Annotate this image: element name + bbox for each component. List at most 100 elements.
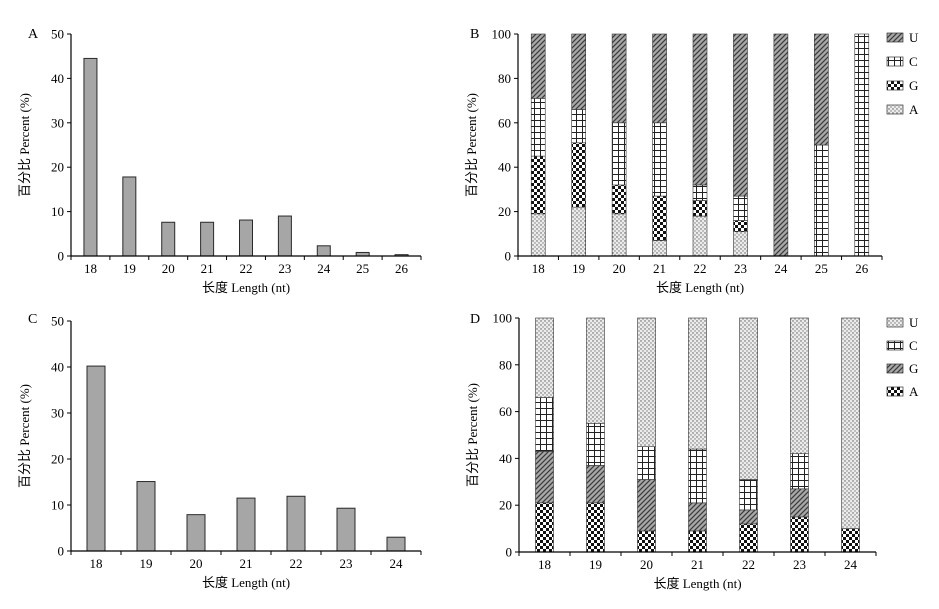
x-tick-label-d-21: 21 — [691, 557, 704, 572]
x-tick-label-b-20: 20 — [613, 261, 626, 276]
y-tick-label-b-100: 100 — [492, 27, 512, 42]
bar-segment-d-23-C — [790, 453, 809, 490]
bar-segment-b-24-U — [773, 33, 789, 257]
x-tick-label-d-19: 19 — [589, 557, 602, 572]
y-tick-label-b-0: 0 — [505, 249, 512, 264]
y-tick-label-a-30: 30 — [51, 115, 64, 130]
x-tick-label-a-18: 18 — [84, 261, 97, 276]
bar-segment-b-20-U — [611, 33, 627, 124]
bar-segment-b-21-A — [652, 240, 667, 257]
bar-segment-d-19-G — [586, 465, 605, 504]
legend-label-d-A: A — [909, 384, 919, 399]
panel-a-chart: A 0 10 20 30 40 50 18 19 20 21 22 23 24 25 26 长度 Length … — [17, 27, 422, 295]
x-tick-label-b-25: 25 — [815, 261, 828, 276]
x-tick-label-a-22: 22 — [240, 261, 253, 276]
panel-label-a: A — [28, 27, 39, 42]
bar-segment-d-20-U — [637, 317, 656, 447]
x-tick-label-b-19: 19 — [572, 261, 585, 276]
bar-segment-d-20-C — [637, 446, 656, 480]
x-tick-label-c-20: 20 — [190, 556, 203, 571]
y-tick-label-a-0: 0 — [58, 249, 65, 264]
y-tick-label-c-20: 20 — [51, 452, 64, 467]
bar-segment-b-21-U — [652, 33, 667, 124]
y-tick-label-a-10: 10 — [51, 204, 64, 219]
y-tick-label-a-50: 50 — [51, 27, 64, 42]
bar-segment-b-26-C — [854, 33, 870, 257]
bar-segment-b-21-C — [652, 122, 667, 197]
panel-label-c: C — [28, 312, 37, 327]
bar-segment-b-22-U — [692, 33, 708, 186]
y-tick-label-d-40: 40 — [499, 451, 512, 466]
x-tick-label-b-23: 23 — [734, 261, 747, 276]
bar-segment-b-20-C — [611, 122, 627, 186]
bar-segment-d-24-U — [841, 317, 860, 529]
bar-segment-b-19-U — [571, 33, 586, 110]
panel-c-chart: C 0 10 20 30 40 50 18 19 20 21 22 23 24 长度 Length (nt)… — [17, 312, 422, 590]
bar-segment-d-19-C — [586, 422, 605, 466]
x-tick-label-a-19: 19 — [123, 261, 136, 276]
bar-segment-b-22-G — [692, 200, 708, 217]
y-tick-label-c-40: 40 — [51, 360, 64, 375]
x-tick-label-d-20: 20 — [640, 557, 653, 572]
bar-c-20 — [186, 514, 206, 552]
y-tick-label-a-20: 20 — [51, 160, 64, 175]
x-tick-label-d-24: 24 — [844, 557, 858, 572]
bar-segment-b-23-U — [733, 33, 748, 197]
y-axis-title-a: 百分比 Percent (%) — [17, 93, 32, 197]
x-axis-title-c: 长度 Length (nt) — [202, 575, 290, 590]
legend-label-d-G: G — [909, 361, 918, 376]
bar-segment-d-24-A — [841, 528, 860, 553]
y-tick-label-b-60: 60 — [498, 115, 511, 130]
bar-segment-d-21-C — [688, 448, 707, 504]
bar-segment-b-25-C — [814, 144, 829, 257]
y-axis-title-b: 百分比 Percent (%) — [464, 93, 479, 197]
bar-c-22 — [286, 495, 306, 552]
bar-a-24 — [316, 245, 331, 257]
bar-segment-b-20-G — [611, 184, 627, 215]
bar-segment-b-25-U — [814, 33, 829, 146]
y-tick-label-c-10: 10 — [51, 498, 64, 513]
bar-segment-d-19-U — [586, 317, 605, 424]
bar-segment-d-20-G — [637, 479, 656, 532]
y-tick-label-b-80: 80 — [498, 71, 511, 86]
legend-swatch-d-U — [886, 317, 904, 328]
bar-segment-d-23-A — [790, 516, 809, 553]
y-axis-title-c: 百分比 Percent (%) — [17, 384, 32, 488]
x-axis-title-a: 长度 Length (nt) — [202, 280, 290, 295]
bar-segment-d-18-U — [535, 317, 554, 398]
x-tick-label-d-18: 18 — [538, 557, 551, 572]
bar-segment-b-23-G — [733, 220, 748, 232]
legend-label-d-U: U — [909, 315, 919, 330]
x-tick-label-d-23: 23 — [793, 557, 806, 572]
y-tick-label-a-40: 40 — [51, 71, 64, 86]
legend-swatch-d-C — [886, 340, 904, 351]
legend-label-d-C: C — [909, 338, 918, 353]
x-tick-label-c-18: 18 — [90, 556, 103, 571]
x-tick-label-d-22: 22 — [742, 557, 755, 572]
panel-b-chart: B 0 20 40 60 80 100 18 19 20 21 22 23 24 25 26 长度 Length… — [464, 27, 919, 296]
bar-c-19 — [136, 481, 156, 552]
y-tick-label-b-20: 20 — [498, 204, 511, 219]
bar-segment-d-18-A — [535, 502, 554, 553]
bar-segment-d-22-G — [739, 509, 758, 525]
y-axis-title-d: 百分比 Percent (%) — [465, 383, 480, 487]
x-tick-label-b-18: 18 — [532, 261, 545, 276]
x-tick-label-a-24: 24 — [317, 261, 331, 276]
bar-segment-d-19-A — [586, 502, 605, 553]
panel-label-b: B — [470, 27, 479, 42]
bar-segment-d-21-A — [688, 530, 707, 553]
bar-segment-d-23-U — [790, 317, 809, 455]
bar-a-20 — [161, 221, 176, 257]
legend-swatch-d-G — [886, 363, 904, 374]
y-tick-label-d-0: 0 — [506, 545, 513, 560]
bar-a-19 — [122, 176, 137, 257]
bar-segment-d-21-G — [688, 502, 707, 532]
bar-segment-d-18-C — [535, 397, 554, 452]
x-tick-label-a-23: 23 — [278, 261, 291, 276]
x-tick-label-c-19: 19 — [140, 556, 153, 571]
legend-swatch-b-A — [886, 104, 904, 115]
bar-c-23 — [336, 507, 356, 552]
y-tick-label-c-50: 50 — [51, 314, 64, 329]
x-axis-title-d: 长度 Length (nt) — [653, 576, 741, 591]
